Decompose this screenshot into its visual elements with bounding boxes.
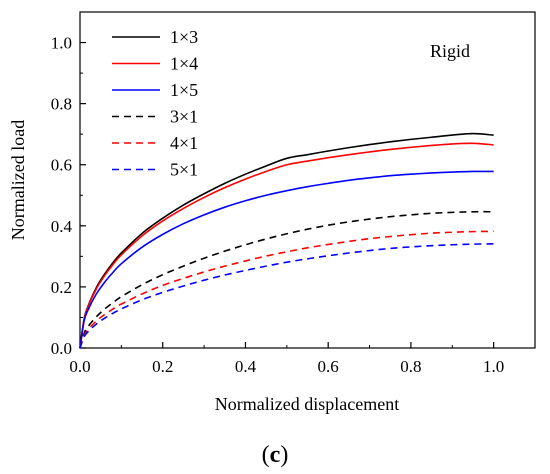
series-line-2 <box>79 142 494 349</box>
y-axis-title: Normalized load <box>8 120 28 240</box>
y-tick-label: 0.8 <box>51 95 72 114</box>
series-layer <box>79 132 494 349</box>
legend-label: 1×4 <box>170 54 198 74</box>
x-tick-label: 0.2 <box>152 357 173 376</box>
series-line-4 <box>79 210 494 349</box>
y-tick-label: 0.6 <box>51 156 72 175</box>
panel-label-open: ( <box>262 442 270 468</box>
x-tick-label: 0.8 <box>400 357 421 376</box>
series-line-6 <box>79 243 494 349</box>
x-axis: 0.0 0.2 0.4 0.6 0.8 1.0 <box>69 342 536 376</box>
legend-label: 1×3 <box>170 27 198 47</box>
annotation-rigid: Rigid <box>430 41 470 61</box>
y-tick-label: 0.2 <box>51 278 72 297</box>
x-axis-title: Normalized displacement <box>215 394 399 414</box>
x-tick-label: 1.0 <box>483 357 504 376</box>
series-line-3 <box>79 170 494 349</box>
series-line-5 <box>79 230 494 349</box>
plot-area <box>79 11 536 349</box>
plot-frame <box>79 11 536 349</box>
legend-label: 4×1 <box>170 133 198 153</box>
y-tick-label: 0.0 <box>51 339 72 358</box>
y-tick-label: 0.4 <box>51 217 73 236</box>
x-tick-label: 0.4 <box>235 357 257 376</box>
series-line-1 <box>79 132 494 349</box>
legend: 1×3 1×4 1×5 3×1 4×1 5×1 <box>112 27 198 180</box>
panel-label-letter: c <box>270 442 281 468</box>
x-tick-label: 0.6 <box>318 357 339 376</box>
y-tick-label: 1.0 <box>51 34 72 53</box>
panel-label: (c) <box>262 442 289 468</box>
legend-label: 5×1 <box>170 160 198 180</box>
y-axis: 0.0 0.2 0.4 0.6 0.8 1.0 <box>51 11 86 358</box>
x-tick-label: 0.0 <box>69 357 90 376</box>
legend-label: 1×5 <box>170 80 198 100</box>
legend-label: 3×1 <box>170 107 198 127</box>
panel-label-close: ) <box>280 442 288 468</box>
